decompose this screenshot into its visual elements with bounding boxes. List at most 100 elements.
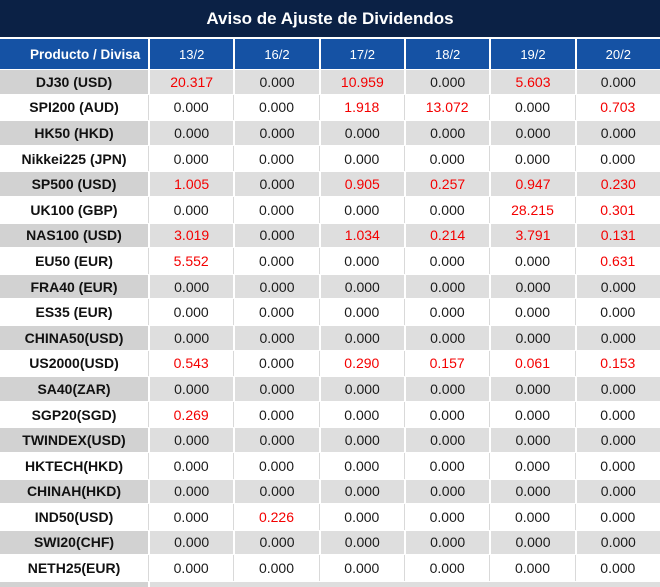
value-cell: 0.000 [489, 145, 575, 172]
value-cell: 0.000 [233, 94, 319, 121]
value-cell: 1.034 [318, 223, 404, 248]
value-cell: 5.552 [148, 248, 234, 274]
value-cell: 0.000 [403, 555, 490, 581]
value-cell: 0.000 [318, 401, 404, 428]
table-row: DJ30 (USD) 20.317 0.000 10.959 0.000 5.603 0.0… [0, 69, 660, 95]
table-row: EU50 (EUR) 5.552 0.000 0.000 0.000 0.000 0.631 [0, 248, 660, 274]
column-header-date: 18/2 [403, 39, 489, 69]
value-cell: 0.000 [233, 172, 319, 196]
value-cell: 0.061 [489, 350, 575, 377]
product-cell: SA40(ZAR) [0, 377, 148, 401]
value-cell: 0.301 [574, 196, 660, 223]
value-cell: 0.000 [403, 121, 490, 145]
column-header-date: 19/2 [489, 39, 574, 69]
value-cell: 0.290 [318, 350, 404, 377]
value-cell: 0.000 [403, 377, 490, 401]
value-cell: 0.000 [233, 555, 319, 581]
value-cell: 0.000 [403, 248, 490, 274]
value-cell: 0.000 [318, 299, 404, 325]
value-cell: 0.000 [148, 452, 234, 479]
value-cell: 0.000 [233, 223, 319, 248]
value-cell: 1.005 [148, 172, 234, 196]
product-cell: US2000(USD) [0, 350, 148, 377]
product-cell: SP500 (USD) [0, 172, 148, 196]
value-cell: 0.000 [574, 274, 660, 299]
partial-next-row [0, 581, 660, 587]
value-cell: 0.269 [148, 401, 234, 428]
value-cell: 0.000 [489, 428, 575, 452]
value-cell: 0.000 [403, 299, 490, 325]
value-cell: 10.959 [318, 70, 404, 94]
value-cell: 0.000 [489, 555, 575, 581]
value-cell: 0.000 [233, 452, 319, 479]
value-cell: 0.000 [574, 401, 660, 428]
value-cell: 0.000 [403, 196, 490, 223]
value-cell: 0.000 [233, 196, 319, 223]
value-cell: 0.000 [574, 145, 660, 172]
table-row: TWINDEX(USD) 0.000 0.000 0.000 0.000 0.000 0.0… [0, 427, 660, 453]
value-cell: 0.000 [233, 145, 319, 172]
value-cell: 0.131 [574, 223, 660, 248]
value-cell: 0.000 [318, 274, 404, 299]
value-cell: 0.000 [233, 350, 319, 377]
value-cell: 0.000 [403, 504, 490, 530]
value-cell: 0.000 [403, 479, 490, 504]
product-cell: HKTECH(HKD) [0, 452, 148, 479]
value-cell: 0.000 [403, 325, 490, 350]
value-cell: 0.000 [489, 121, 575, 145]
product-cell: DJ30 (USD) [0, 70, 148, 94]
product-cell: SWI20(CHF) [0, 530, 148, 555]
table-row: FRA40 (EUR) 0.000 0.000 0.000 0.000 0.000 0.00… [0, 273, 660, 300]
value-cell: 0.000 [148, 325, 234, 350]
product-cell: CHINA50(USD) [0, 325, 148, 350]
value-cell: 0.000 [403, 401, 490, 428]
product-cell: IND50(USD) [0, 504, 148, 530]
value-cell: 0.000 [318, 196, 404, 223]
product-cell: TWINDEX(USD) [0, 428, 148, 452]
value-cell: 0.000 [318, 145, 404, 172]
value-cell: 0.000 [489, 504, 575, 530]
table-row: HKTECH(HKD) 0.000 0.000 0.000 0.000 0.000 0.00… [0, 452, 660, 479]
table-row: US2000(USD) 0.543 0.000 0.290 0.157 0.061 0.15… [0, 350, 660, 377]
value-cell: 0.257 [403, 172, 490, 196]
table-row: SPI200 (AUD) 0.000 0.000 1.918 13.072 0.000 0.… [0, 94, 660, 121]
value-cell: 0.000 [233, 401, 319, 428]
value-cell: 0.000 [318, 555, 404, 581]
value-cell: 0.000 [574, 121, 660, 145]
value-cell: 0.000 [318, 530, 404, 555]
value-cell: 0.000 [148, 299, 234, 325]
value-cell: 0.000 [489, 94, 575, 121]
value-cell: 0.157 [403, 350, 490, 377]
product-cell: NETH25(EUR) [0, 555, 148, 581]
value-cell: 0.000 [574, 325, 660, 350]
table-row: HK50 (HKD) 0.000 0.000 0.000 0.000 0.000 0.000 [0, 120, 660, 146]
value-cell: 0.000 [318, 452, 404, 479]
value-cell: 0.000 [148, 504, 234, 530]
value-cell: 0.000 [403, 530, 490, 555]
value-cell: 0.230 [574, 172, 660, 196]
value-cell: 0.000 [489, 452, 575, 479]
table-row: NETH25(EUR) 0.000 0.000 0.000 0.000 0.000 0.00… [0, 555, 660, 581]
value-cell: 0.000 [403, 274, 490, 299]
value-cell: 20.317 [148, 70, 234, 94]
value-cell: 0.000 [489, 401, 575, 428]
value-cell: 5.603 [489, 70, 575, 94]
product-cell: NAS100 (USD) [0, 223, 148, 248]
value-cell: 0.000 [489, 377, 575, 401]
value-cell: 0.000 [148, 530, 234, 555]
product-cell: SPI200 (AUD) [0, 94, 148, 121]
partial-next-row-product-cell [0, 582, 148, 587]
value-cell: 0.000 [318, 479, 404, 504]
value-cell: 0.947 [489, 172, 575, 196]
value-cell: 0.000 [233, 248, 319, 274]
table-row: UK100 (GBP) 0.000 0.000 0.000 0.000 28.215 0.3… [0, 196, 660, 223]
value-cell: 1.918 [318, 94, 404, 121]
value-cell: 0.000 [574, 299, 660, 325]
table-body: DJ30 (USD) 20.317 0.000 10.959 0.000 5.603 0.0… [0, 69, 660, 581]
value-cell: 0.000 [148, 428, 234, 452]
value-cell: 0.000 [148, 274, 234, 299]
value-cell: 0.000 [148, 479, 234, 504]
value-cell: 0.905 [318, 172, 404, 196]
value-cell: 0.000 [574, 504, 660, 530]
value-cell: 0.000 [148, 196, 234, 223]
